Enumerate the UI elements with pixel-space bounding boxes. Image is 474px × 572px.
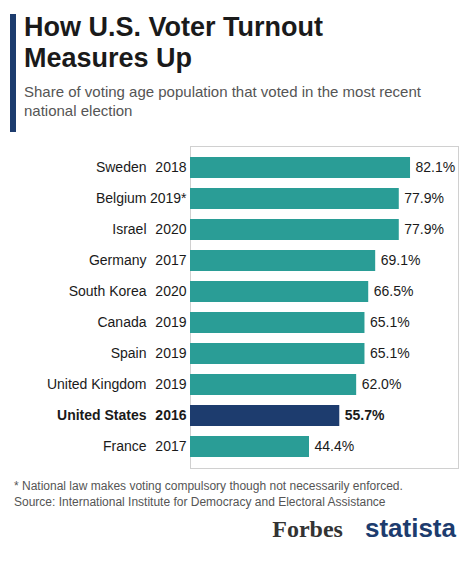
svg-text:82.1%: 82.1% [416, 159, 456, 175]
svg-text:2020: 2020 [155, 221, 186, 237]
html-text:Share of voting age population: Share of voting age population that vote… [24, 83, 421, 119]
svg-text:Spain: Spain [111, 345, 147, 361]
svg-text:France: France [103, 438, 147, 454]
svg-text:2019*: 2019* [150, 190, 187, 206]
svg-text:2019: 2019 [155, 345, 186, 361]
html-text:How U.S. Voter Turnout Measure: How U.S. Voter Turnout Measures Up [24, 12, 323, 73]
svg-text:Sweden: Sweden [96, 159, 147, 175]
svg-text:2018: 2018 [155, 159, 186, 175]
svg-text:77.9%: 77.9% [404, 190, 444, 206]
svg-text:66.5%: 66.5% [374, 283, 414, 299]
svg-text:Germany: Germany [89, 252, 147, 268]
svg-text:Canada: Canada [97, 314, 146, 330]
svg-text:Israel: Israel [112, 221, 146, 237]
svg-text:55.7%: 55.7% [345, 407, 385, 423]
svg-text:2019: 2019 [155, 376, 186, 392]
svg-text:69.1%: 69.1% [381, 252, 421, 268]
svg-text:77.9%: 77.9% [404, 221, 444, 237]
svg-text:2016: 2016 [155, 407, 186, 423]
html-text:Source: International Institut: Source: International Institute for Demo… [14, 495, 386, 509]
svg-text:65.1%: 65.1% [370, 345, 410, 361]
svg-text:62.0%: 62.0% [362, 376, 402, 392]
svg-text:Belgium: Belgium [96, 190, 147, 206]
svg-text:65.1%: 65.1% [370, 314, 410, 330]
html-text:Forbes: Forbes [272, 516, 343, 542]
svg-text:2020: 2020 [155, 283, 186, 299]
svg-text:South Korea: South Korea [69, 283, 147, 299]
svg-text:2017: 2017 [155, 252, 186, 268]
html-text:* National law makes voting co: * National law makes voting compulsory t… [14, 479, 403, 493]
svg-text:United Kingdom: United Kingdom [47, 376, 147, 392]
svg-text:United States: United States [57, 407, 147, 423]
svg-text:2019: 2019 [155, 314, 186, 330]
html-text:statista: statista [365, 513, 456, 543]
svg-text:2017: 2017 [155, 438, 186, 454]
svg-text:44.4%: 44.4% [314, 438, 354, 454]
